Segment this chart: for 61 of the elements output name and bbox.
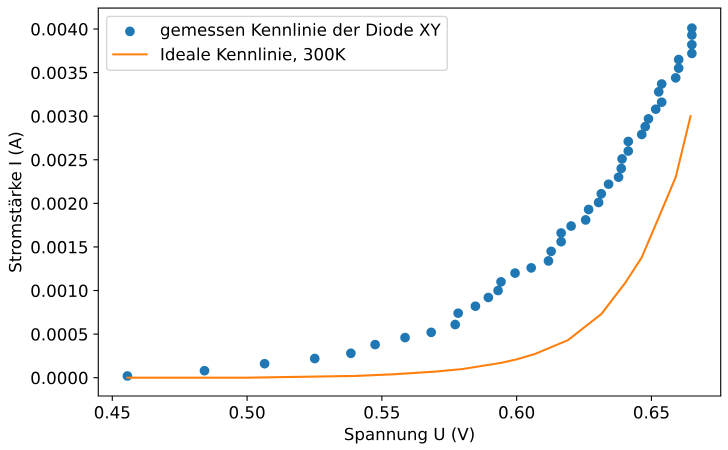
point (310, 354, 320, 364)
x-tick-label: 0.60 (499, 406, 534, 419)
point (483, 292, 494, 302)
point (623, 136, 634, 146)
point (400, 332, 410, 342)
point (616, 164, 626, 174)
y-tick-label: 0.0000 (31, 372, 88, 384)
point (636, 130, 647, 140)
point (687, 23, 697, 34)
point (493, 286, 503, 296)
x-tick-label: 0.55 (364, 406, 399, 419)
point (346, 348, 356, 358)
point (614, 172, 624, 182)
point (510, 268, 520, 278)
point (544, 256, 554, 266)
point (604, 179, 614, 190)
y-tick-label: 0.0020 (31, 197, 88, 210)
point (617, 154, 627, 164)
y-axis-title: Stromstärke I (A) (8, 132, 24, 272)
point (656, 79, 667, 89)
point (670, 72, 681, 83)
point (644, 114, 654, 124)
point (370, 340, 380, 350)
y-tick-label: 0.0035 (31, 66, 88, 80)
y-tick-label: 0.0030 (31, 110, 88, 123)
x-tick-label: 0.50 (230, 406, 265, 419)
point (580, 215, 591, 225)
y-tick-label: 0.0015 (31, 240, 88, 254)
point (556, 228, 566, 238)
point (526, 263, 536, 273)
point (687, 40, 697, 50)
point (650, 104, 661, 114)
point (594, 198, 604, 208)
point (546, 246, 556, 256)
y-tick-label: 0.0040 (31, 22, 88, 36)
legend-label: gemessen Kennlinie der Diode XY (160, 23, 441, 40)
point (674, 54, 684, 64)
point (687, 48, 697, 58)
point (596, 188, 606, 199)
point (470, 301, 480, 312)
y-tick-label: 0.0010 (31, 284, 88, 298)
point (566, 221, 576, 231)
y-tick-label: 0.0005 (31, 328, 88, 341)
point (260, 358, 270, 369)
x-axis-title: Spannung U (V) (344, 427, 474, 444)
point (450, 320, 460, 330)
point (200, 366, 210, 376)
point (654, 86, 664, 97)
x-tick-label: 0.65 (634, 406, 669, 419)
x-tick-label: 0.45 (94, 406, 130, 419)
point (656, 97, 667, 108)
point (453, 308, 464, 318)
point (623, 146, 634, 156)
point (640, 122, 650, 132)
point (674, 63, 684, 74)
point (556, 236, 566, 247)
point (426, 328, 436, 338)
y-tick-label: 0.0025 (31, 154, 88, 166)
point (584, 204, 594, 214)
point (496, 276, 506, 287)
legend-label: Ideale Kennlinie, 300K (162, 48, 346, 62)
